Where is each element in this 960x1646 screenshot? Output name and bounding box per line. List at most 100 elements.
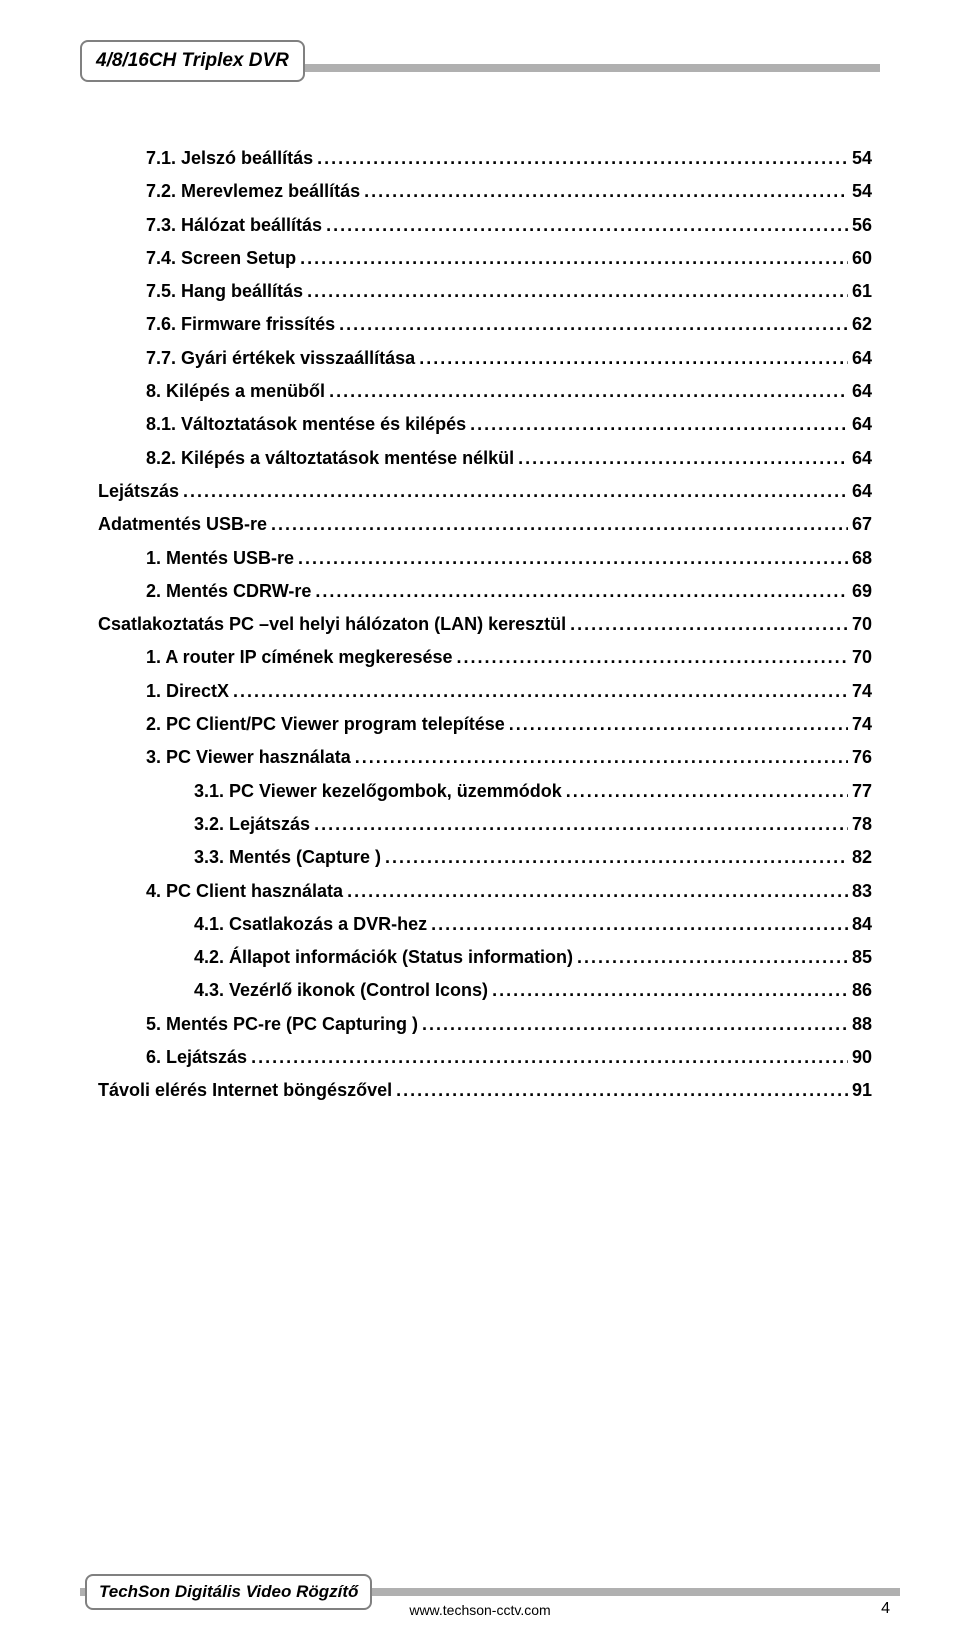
toc-entry: 7.5. Hang beállítás.....................… (98, 275, 872, 308)
footer-badge: TechSon Digitális Video Rögzítő (85, 1574, 372, 1610)
toc-entry: 4. PC Client használata.................… (98, 875, 872, 908)
toc-label: Lejátszás (98, 475, 179, 508)
toc-label: 2. Mentés CDRW-re (146, 575, 311, 608)
toc-page-number: 69 (848, 575, 872, 608)
toc-entry: 7.6. Firmware frissítés.................… (98, 308, 872, 341)
toc-page-number: 70 (848, 641, 872, 674)
toc-label: 8. Kilépés a menüből (146, 375, 325, 408)
toc-entry: 8.1. Változtatások mentése és kilépés...… (98, 408, 872, 441)
toc-page-number: 64 (848, 375, 872, 408)
toc-label: 4.3. Vezérlő ikonok (Control Icons) (194, 974, 488, 1007)
toc-page-number: 64 (848, 475, 872, 508)
toc-page-number: 88 (848, 1008, 872, 1041)
toc-leader-dots: ........................................… (427, 908, 848, 941)
toc-leader-dots: ........................................… (360, 175, 848, 208)
toc-page-number: 64 (848, 342, 872, 375)
toc-label: 6. Lejátszás (146, 1041, 247, 1074)
toc-label: 1. Mentés USB-re (146, 542, 294, 575)
toc-entry: Lejátszás...............................… (98, 475, 872, 508)
toc-label: Távoli elérés Internet böngészővel (98, 1074, 392, 1107)
toc-leader-dots: ........................................… (296, 242, 848, 275)
toc-leader-dots: ........................................… (392, 1074, 848, 1107)
toc-entry: Távoli elérés Internet böngészővel......… (98, 1074, 872, 1107)
toc-leader-dots: ........................................… (335, 308, 848, 341)
toc-page-number: 78 (848, 808, 872, 841)
toc-entry: 3.2. Lejátszás..........................… (98, 808, 872, 841)
toc-leader-dots: ........................................… (562, 775, 848, 808)
toc-leader-dots: ........................................… (310, 808, 848, 841)
toc-leader-dots: ........................................… (453, 641, 848, 674)
toc-label: 3.3. Mentés (Capture ) (194, 841, 381, 874)
toc-entry: 7.1. Jelszó beállítás...................… (98, 142, 872, 175)
header-title: 4/8/16CH Triplex DVR (96, 50, 289, 71)
toc-leader-dots: ........................................… (313, 142, 848, 175)
toc-leader-dots: ........................................… (573, 941, 848, 974)
toc-label: 3. PC Viewer használata (146, 741, 351, 774)
toc-leader-dots: ........................................… (418, 1008, 848, 1041)
toc-label: 1. A router IP címének megkeresése (146, 641, 453, 674)
page-header: 4/8/16CH Triplex DVR (80, 40, 880, 112)
footer-page-number: 4 (881, 1600, 890, 1618)
toc-page-number: 67 (848, 508, 872, 541)
toc-leader-dots: ........................................… (179, 475, 848, 508)
toc-entry: 3. PC Viewer használata.................… (98, 741, 872, 774)
toc-page-number: 77 (848, 775, 872, 808)
page-footer: TechSon Digitális Video Rögzítő www.tech… (0, 1588, 960, 1596)
toc-page-number: 61 (848, 275, 872, 308)
toc-page-number: 83 (848, 875, 872, 908)
toc-page-number: 84 (848, 908, 872, 941)
toc-label: 7.6. Firmware frissítés (146, 308, 335, 341)
toc-page-number: 74 (848, 708, 872, 741)
document-page: 4/8/16CH Triplex DVR 7.1. Jelszó beállít… (0, 0, 960, 1646)
toc-entry: 5. Mentés PC-re (PC Capturing ).........… (98, 1008, 872, 1041)
toc-label: Csatlakoztatás PC –vel helyi hálózaton (… (98, 608, 566, 641)
toc-leader-dots: ........................................… (505, 708, 848, 741)
toc-page-number: 76 (848, 741, 872, 774)
toc-leader-dots: ........................................… (311, 575, 848, 608)
toc-leader-dots: ........................................… (303, 275, 848, 308)
toc-label: 3.2. Lejátszás (194, 808, 310, 841)
toc-page-number: 64 (848, 442, 872, 475)
toc-leader-dots: ........................................… (294, 542, 848, 575)
toc-label: 7.2. Merevlemez beállítás (146, 175, 360, 208)
toc-page-number: 68 (848, 542, 872, 575)
toc-entry: 8.2. Kilépés a változtatások mentése nél… (98, 442, 872, 475)
toc-leader-dots: ........................................… (229, 675, 848, 708)
toc-entry: 1. Mentés USB-re........................… (98, 542, 872, 575)
toc-entry: 2. PC Client/PC Viewer program telepítés… (98, 708, 872, 741)
toc-label: Adatmentés USB-re (98, 508, 267, 541)
toc-label: 7.5. Hang beállítás (146, 275, 303, 308)
toc-entry: 6. Lejátszás............................… (98, 1041, 872, 1074)
toc-leader-dots: ........................................… (351, 741, 848, 774)
toc-entry: 1. A router IP címének megkeresése......… (98, 641, 872, 674)
toc-entry: 7.3. Hálózat beállítás..................… (98, 209, 872, 242)
toc-label: 7.7. Gyári értékek visszaállítása (146, 342, 415, 375)
toc-label: 8.1. Változtatások mentése és kilépés (146, 408, 466, 441)
toc-entry: Adatmentés USB-re.......................… (98, 508, 872, 541)
footer-url: www.techson-cctv.com (409, 1602, 550, 1618)
toc-label: 4. PC Client használata (146, 875, 343, 908)
toc-entry: 3.1. PC Viewer kezelőgombok, üzemmódok..… (98, 775, 872, 808)
toc-leader-dots: ........................................… (247, 1041, 848, 1074)
toc-leader-dots: ........................................… (514, 442, 848, 475)
toc-leader-dots: ........................................… (466, 408, 848, 441)
header-title-box: 4/8/16CH Triplex DVR (80, 40, 305, 82)
toc-page-number: 62 (848, 308, 872, 341)
toc-entry: 4.3. Vezérlő ikonok (Control Icons).....… (98, 974, 872, 1007)
toc-entry: 8. Kilépés a menüből....................… (98, 375, 872, 408)
toc-leader-dots: ........................................… (267, 508, 848, 541)
toc-label: 2. PC Client/PC Viewer program telepítés… (146, 708, 505, 741)
toc-label: 7.4. Screen Setup (146, 242, 296, 275)
toc-label: 7.3. Hálózat beállítás (146, 209, 322, 242)
toc-entry: 7.2. Merevlemez beállítás...............… (98, 175, 872, 208)
toc-leader-dots: ........................................… (566, 608, 848, 641)
toc-label: 3.1. PC Viewer kezelőgombok, üzemmódok (194, 775, 562, 808)
table-of-contents: 7.1. Jelszó beállítás...................… (80, 142, 880, 1108)
toc-label: 4.1. Csatlakozás a DVR-hez (194, 908, 427, 941)
toc-entry: 3.3. Mentés (Capture )..................… (98, 841, 872, 874)
toc-page-number: 54 (848, 175, 872, 208)
toc-leader-dots: ........................................… (322, 209, 848, 242)
toc-page-number: 82 (848, 841, 872, 874)
toc-page-number: 70 (848, 608, 872, 641)
toc-label: 7.1. Jelszó beállítás (146, 142, 313, 175)
